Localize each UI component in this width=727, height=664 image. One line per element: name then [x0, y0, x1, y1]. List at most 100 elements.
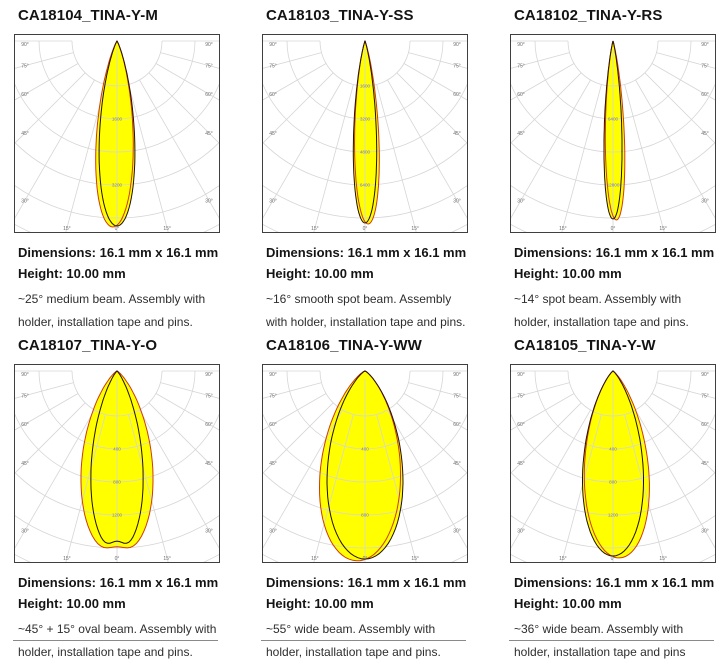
svg-text:6400: 6400	[608, 117, 619, 122]
svg-text:45°: 45°	[269, 461, 277, 467]
page-divider-line	[509, 640, 714, 641]
dimensions-value: 16.1 mm x 16.1 mm	[347, 245, 467, 260]
product-title: CA18106_TINA-Y-WW	[266, 337, 422, 354]
dimensions-value: 16.1 mm x 16.1 mm	[99, 575, 219, 590]
svg-text:45°: 45°	[701, 131, 709, 137]
product-title: CA18107_TINA-Y-O	[18, 337, 158, 354]
dimensions-value: 16.1 mm x 16.1 mm	[595, 575, 715, 590]
page-divider-line	[261, 640, 466, 641]
svg-text:60°: 60°	[269, 422, 277, 428]
svg-text:45°: 45°	[453, 461, 461, 467]
height-label: Height:	[266, 266, 311, 281]
svg-text:75°: 75°	[205, 394, 213, 400]
svg-text:30°: 30°	[21, 198, 29, 204]
svg-text:90°: 90°	[269, 42, 277, 48]
svg-text:0°: 0°	[363, 226, 368, 232]
svg-text:75°: 75°	[453, 64, 461, 70]
svg-text:1200: 1200	[112, 513, 123, 518]
height-value: 10.00 mm	[314, 266, 374, 281]
height-line: Height: 10.00 mm	[266, 593, 494, 614]
svg-text:30°: 30°	[517, 528, 525, 534]
dimensions-line: Dimensions: 16.1 mm x 16.1 mm	[266, 572, 494, 593]
svg-text:30°: 30°	[453, 528, 461, 534]
svg-text:3200: 3200	[360, 117, 371, 122]
height-value: 10.00 mm	[562, 596, 622, 611]
polar-intensity-chart: 400 800 1200 0° 15° 15° 30° 30° 45° 45° 60° 60° 75° 7…	[14, 364, 220, 563]
svg-text:30°: 30°	[21, 528, 29, 534]
svg-text:75°: 75°	[269, 64, 277, 70]
height-label: Height:	[18, 596, 63, 611]
height-label: Height:	[18, 266, 63, 281]
svg-text:15°: 15°	[559, 556, 567, 562]
svg-text:90°: 90°	[21, 42, 29, 48]
svg-text:1200: 1200	[608, 513, 619, 518]
height-label: Height:	[514, 596, 559, 611]
svg-text:90°: 90°	[453, 42, 461, 48]
lens-card: CA18104_TINA-Y-M 1600 3200 0° 15° 15° 30° 30° 4…	[14, 4, 246, 334]
height-value: 10.00 mm	[66, 266, 126, 281]
svg-text:75°: 75°	[453, 394, 461, 400]
svg-text:30°: 30°	[269, 198, 277, 204]
svg-text:60°: 60°	[453, 92, 461, 98]
svg-text:4800: 4800	[360, 150, 371, 155]
polar-intensity-chart: 1600 3200 0° 15° 15° 30° 30° 45° 45° 60° 60° 75° 75°…	[14, 34, 220, 233]
polar-intensity-chart: 400 800 1200 0° 15° 15° 30° 30° 45° 45° 60° 60° 75° 7…	[510, 364, 716, 563]
polar-intensity-chart: 400 800 0° 15° 15° 30° 30° 45° 45° 60° 60° 75° 75° 90…	[262, 364, 468, 563]
svg-text:15°: 15°	[63, 226, 71, 232]
dimensions-line: Dimensions: 16.1 mm x 16.1 mm	[514, 242, 727, 263]
height-line: Height: 10.00 mm	[514, 263, 727, 284]
lens-card: CA18105_TINA-Y-W 400 800 1200 0° 15° 15° 30° 30…	[510, 334, 727, 664]
svg-text:90°: 90°	[21, 372, 29, 378]
svg-text:0°: 0°	[611, 556, 616, 562]
svg-text:60°: 60°	[517, 422, 525, 428]
svg-text:15°: 15°	[311, 226, 319, 232]
beam-description: ~25° medium beam. Assembly with holder, …	[18, 292, 206, 329]
svg-text:45°: 45°	[205, 131, 213, 137]
svg-text:60°: 60°	[269, 92, 277, 98]
product-title: CA18105_TINA-Y-W	[514, 337, 656, 354]
height-line: Height: 10.00 mm	[18, 593, 246, 614]
svg-text:45°: 45°	[21, 131, 29, 137]
beam-description: ~55° wide beam. Assembly with holder, in…	[266, 622, 441, 659]
svg-text:1600: 1600	[360, 84, 371, 89]
height-line: Height: 10.00 mm	[18, 263, 246, 284]
svg-text:75°: 75°	[21, 64, 29, 70]
svg-text:12800: 12800	[607, 183, 620, 188]
svg-text:15°: 15°	[559, 226, 567, 232]
svg-text:15°: 15°	[659, 556, 667, 562]
svg-text:30°: 30°	[453, 198, 461, 204]
svg-text:0°: 0°	[115, 226, 120, 232]
svg-text:75°: 75°	[701, 64, 709, 70]
svg-text:45°: 45°	[517, 461, 525, 467]
height-label: Height:	[514, 266, 559, 281]
svg-text:60°: 60°	[701, 422, 709, 428]
svg-text:75°: 75°	[205, 64, 213, 70]
svg-text:15°: 15°	[163, 226, 171, 232]
dimensions-label: Dimensions:	[514, 245, 593, 260]
beam-description: ~14° spot beam. Assembly with holder, in…	[514, 292, 689, 329]
svg-text:15°: 15°	[311, 556, 319, 562]
height-label: Height:	[266, 596, 311, 611]
lens-card: CA18103_TINA-Y-SS 1600 3200 4800 6400 0° 15° 1…	[262, 4, 494, 334]
svg-text:90°: 90°	[453, 372, 461, 378]
svg-text:15°: 15°	[411, 226, 419, 232]
spec-block: Dimensions: 16.1 mm x 16.1 mm Height: 10…	[266, 572, 494, 664]
svg-text:30°: 30°	[205, 198, 213, 204]
spec-block: Dimensions: 16.1 mm x 16.1 mm Height: 10…	[514, 572, 727, 664]
svg-text:60°: 60°	[21, 92, 29, 98]
height-value: 10.00 mm	[562, 266, 622, 281]
product-title: CA18102_TINA-Y-RS	[514, 7, 663, 24]
svg-text:60°: 60°	[205, 92, 213, 98]
beam-description: ~16° smooth spot beam. Assembly with hol…	[266, 292, 466, 329]
spec-block: Dimensions: 16.1 mm x 16.1 mm Height: 10…	[266, 242, 494, 334]
lens-card: CA18102_TINA-Y-RS 6400 12800 0° 15° 15° 30° 30…	[510, 4, 727, 334]
svg-text:30°: 30°	[701, 198, 709, 204]
spec-block: Dimensions: 16.1 mm x 16.1 mm Height: 10…	[18, 572, 246, 664]
svg-text:15°: 15°	[63, 556, 71, 562]
svg-text:15°: 15°	[659, 226, 667, 232]
beam-description: ~45° + 15° oval beam. Assembly with hold…	[18, 622, 217, 659]
svg-text:75°: 75°	[269, 394, 277, 400]
svg-text:6400: 6400	[360, 183, 371, 188]
svg-text:45°: 45°	[517, 131, 525, 137]
lens-card: CA18106_TINA-Y-WW 400 800 0° 15° 15° 30° 30° 45…	[262, 334, 494, 664]
